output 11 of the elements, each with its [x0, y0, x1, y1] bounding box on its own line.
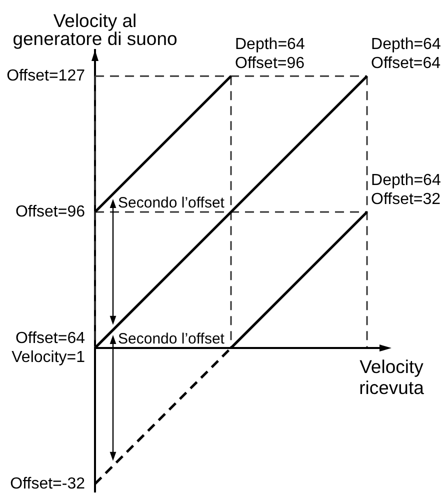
text: Offset=96: [15, 202, 85, 222]
annotation: Secondo l’offset: [118, 330, 224, 348]
series-label: Depth=64 Offset=32: [371, 172, 441, 210]
x-axis-title: Velocity ricevuta: [359, 356, 424, 398]
y-axis-title: Velocity al generatore di suono: [12, 10, 178, 49]
series-label: Depth=64 Offset=64: [371, 36, 441, 74]
series-label: Depth=64 Offset=96: [235, 36, 305, 74]
annotation: Secondo l’offset: [118, 194, 224, 212]
text: Offset=127: [6, 66, 85, 86]
text: Offset=-32: [10, 474, 85, 494]
text: Offset=64 Velocity=1: [12, 328, 86, 367]
